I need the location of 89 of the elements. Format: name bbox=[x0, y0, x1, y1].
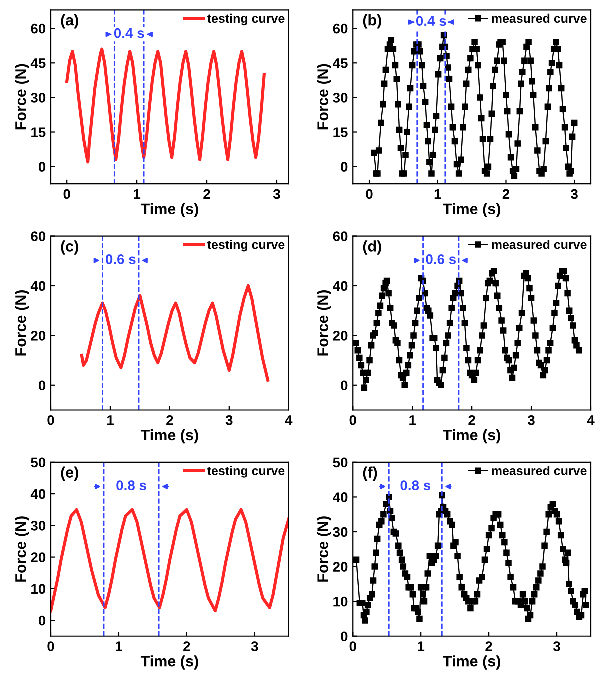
legend-label: measured curve bbox=[492, 14, 587, 24]
x-tick-label: 0 bbox=[48, 642, 54, 652]
y-tick-label: 60 bbox=[333, 232, 348, 242]
annotation: 0.8 s bbox=[116, 480, 146, 491]
x-axis-title: Time (s) bbox=[140, 203, 198, 218]
annotation: 0.6 s bbox=[426, 254, 456, 264]
y-tick-label: 20 bbox=[333, 331, 348, 341]
annotation: 0.4 s bbox=[416, 16, 446, 26]
y-tick-label: 0 bbox=[341, 632, 348, 642]
y-tick-label: 0 bbox=[38, 162, 46, 172]
x-tick-label: 0 bbox=[350, 415, 356, 426]
x-tick-label: 1 bbox=[107, 416, 114, 426]
y-tick-label: 15 bbox=[334, 128, 348, 138]
x-axis-title: Time (s) bbox=[443, 429, 500, 444]
y-tick-label: 20 bbox=[31, 331, 46, 341]
y-tick-label: 60 bbox=[333, 24, 348, 34]
x-tick-label: 1 bbox=[418, 642, 425, 652]
legend-label: measured curve bbox=[492, 240, 587, 250]
y-axis-title: Force (N) bbox=[317, 64, 332, 130]
y-tick-label: 30 bbox=[31, 93, 46, 103]
y-tick-label: 10 bbox=[32, 584, 46, 594]
y-tick-label: 0 bbox=[341, 380, 348, 391]
y-axis-title: Force (N) bbox=[317, 290, 332, 356]
y-axis-title: Force (N) bbox=[317, 516, 332, 582]
annotation: (c) bbox=[61, 240, 78, 255]
x-tick-label: 2 bbox=[166, 415, 174, 426]
y-tick-label: 40 bbox=[30, 281, 46, 292]
annotation: (f) bbox=[363, 466, 378, 482]
x-tick-label: 3 bbox=[273, 189, 280, 200]
x-axis-title: Time (s) bbox=[140, 429, 198, 444]
y-tick-label: 40 bbox=[333, 492, 348, 502]
legend-label: testing curve bbox=[207, 466, 285, 478]
y-tick-label: 20 bbox=[333, 562, 348, 572]
y-tick-label: 30 bbox=[333, 93, 348, 103]
y-tick-label: 40 bbox=[333, 281, 348, 292]
x-tick-label: 3 bbox=[251, 642, 258, 652]
annotation: (b) bbox=[363, 14, 382, 29]
x-tick-label: 1 bbox=[116, 642, 122, 652]
x-tick-label: 2 bbox=[468, 415, 476, 426]
y-tick-label: 30 bbox=[333, 527, 348, 538]
x-tick-label: 4 bbox=[587, 416, 595, 426]
y-tick-label: 10 bbox=[334, 596, 348, 607]
y-tick-label: 45 bbox=[333, 58, 348, 68]
line-series bbox=[80, 284, 270, 382]
y-axis-title: Force (N) bbox=[15, 290, 30, 356]
y-tick-label: 60 bbox=[31, 232, 46, 242]
x-tick-label: 0 bbox=[64, 189, 70, 200]
y-tick-label: 45 bbox=[30, 58, 46, 68]
x-tick-label: 3 bbox=[528, 415, 535, 426]
y-tick-label: 50 bbox=[333, 458, 348, 468]
annotation: (e) bbox=[61, 466, 78, 482]
x-tick-label: 1 bbox=[410, 416, 416, 426]
y-tick-label: 60 bbox=[31, 24, 46, 34]
legend-label: testing curve bbox=[207, 240, 285, 252]
y-tick-label: 30 bbox=[31, 521, 46, 531]
y-axis-title: Force (N) bbox=[15, 64, 30, 130]
y-tick-label: 40 bbox=[30, 489, 46, 500]
x-tick-label: 3 bbox=[553, 642, 560, 652]
y-tick-label: 15 bbox=[32, 128, 46, 138]
x-tick-label: 1 bbox=[134, 189, 141, 200]
annotation: 0.4 s bbox=[114, 28, 144, 38]
x-tick-label: 2 bbox=[502, 189, 510, 200]
x-tick-label: 0 bbox=[350, 642, 356, 652]
x-tick-label: 0 bbox=[366, 189, 373, 200]
line-series bbox=[66, 48, 266, 164]
y-tick-label: 0 bbox=[38, 616, 46, 626]
x-tick-label: 3 bbox=[226, 415, 233, 426]
annotation: (a) bbox=[61, 14, 78, 29]
legend-label: measured curve bbox=[492, 466, 587, 476]
x-tick-label: 2 bbox=[204, 189, 210, 200]
x-tick-label: 3 bbox=[571, 189, 578, 200]
x-tick-label: 0 bbox=[48, 415, 54, 426]
y-tick-label: 0 bbox=[341, 162, 348, 172]
x-tick-label: 4 bbox=[285, 416, 293, 426]
y-tick-label: 50 bbox=[31, 458, 46, 468]
legend-label: testing curve bbox=[207, 14, 285, 26]
line-series bbox=[51, 508, 289, 613]
annotation: 0.6 s bbox=[106, 254, 136, 264]
y-axis-title: Force (N) bbox=[15, 516, 30, 582]
y-tick-label: 20 bbox=[31, 552, 46, 562]
x-axis-title: Time (s) bbox=[443, 203, 500, 218]
x-tick-label: 1 bbox=[434, 189, 442, 200]
y-tick-label: 0 bbox=[38, 380, 46, 391]
annotation: 0.8 s bbox=[400, 480, 431, 491]
x-axis-title: Time (s) bbox=[140, 656, 198, 670]
annotation: (d) bbox=[363, 240, 382, 255]
x-tick-label: 2 bbox=[184, 642, 190, 652]
x-axis-title: Time (s) bbox=[443, 656, 500, 670]
x-tick-label: 2 bbox=[486, 642, 492, 652]
